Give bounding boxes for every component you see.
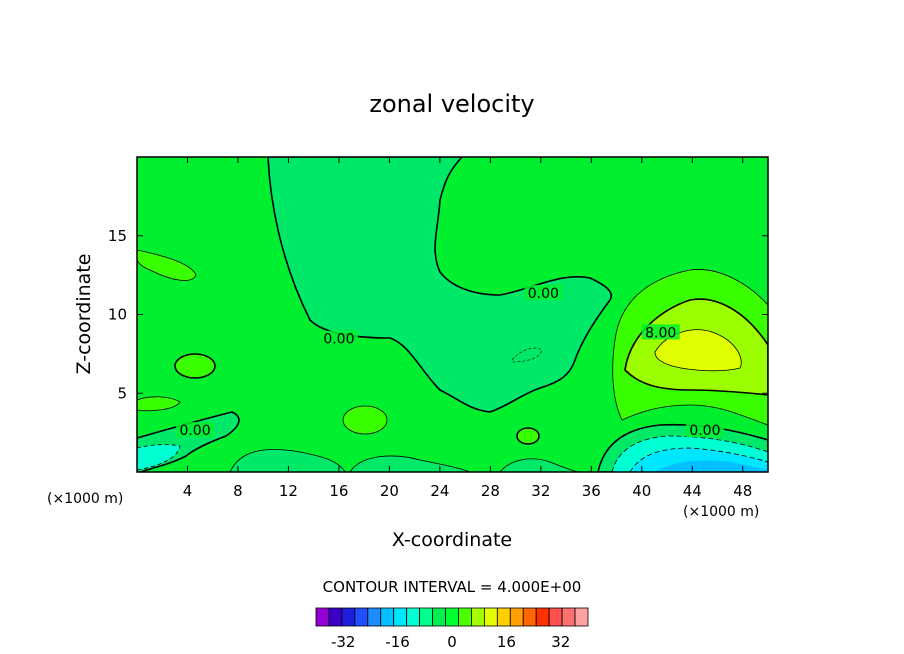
field-surface-east-4 bbox=[655, 460, 768, 472]
colorbar-tick-label: 16 bbox=[497, 633, 516, 651]
contour-label-bg bbox=[319, 330, 358, 346]
x-axis-title: X-coordinate bbox=[392, 529, 512, 551]
y-tick-label: 5 bbox=[117, 384, 127, 402]
x-tick-label: 4 bbox=[183, 482, 193, 500]
x-tick-label: 16 bbox=[329, 482, 348, 500]
colorbar-tick-label: -16 bbox=[385, 633, 410, 651]
contour-label-bg bbox=[641, 324, 680, 340]
contour-label: 0.00 bbox=[528, 286, 559, 302]
x-tick-label: 44 bbox=[683, 482, 702, 500]
colorbar-tick-labels: -32 -16 0 16 32 bbox=[331, 633, 570, 651]
colorbar-tick-label: -32 bbox=[331, 633, 356, 651]
colorbar-swatch bbox=[354, 607, 369, 627]
contour-interval-text: CONTOUR INTERVAL = 4.000E+00 bbox=[323, 578, 582, 596]
colorbar-swatch bbox=[445, 607, 459, 627]
colorbar-swatch bbox=[483, 607, 498, 627]
x-tick-label: 32 bbox=[531, 482, 550, 500]
colorbar-tick-label: 32 bbox=[551, 633, 570, 651]
x-axis-ticks: 4 8 12 16 20 24 28 32 36 40 44 48 bbox=[183, 157, 752, 500]
field-west-band bbox=[137, 249, 197, 281]
colorbar-swatch bbox=[380, 607, 395, 627]
y-axis-title: Z-coordinate bbox=[73, 254, 95, 375]
colorbar-tick-label: 0 bbox=[447, 633, 457, 651]
field-surface-west bbox=[137, 396, 181, 412]
field-surface-mid3 bbox=[499, 458, 579, 472]
chart-title: zonal velocity bbox=[369, 90, 534, 118]
field-surface-west-neg2 bbox=[137, 444, 181, 471]
field-pocket-w bbox=[174, 353, 216, 379]
colorbar-swatch bbox=[341, 607, 356, 627]
contour-labels: 0.00 0.00 0.00 8.00 0.00 bbox=[176, 285, 724, 439]
colorbar-swatch bbox=[393, 607, 408, 627]
colorbar-swatch bbox=[406, 607, 421, 627]
x-tick-label: 36 bbox=[582, 482, 601, 500]
field-east-jet-core bbox=[654, 329, 742, 372]
x-tick-label: 24 bbox=[430, 482, 449, 500]
colorbar-swatch bbox=[419, 607, 433, 627]
colorbar-swatch bbox=[432, 607, 446, 627]
contour-label: 8.00 bbox=[645, 325, 676, 341]
field-pocket-mid bbox=[511, 347, 543, 363]
field-pocket-c bbox=[342, 405, 388, 435]
colorbar-swatch bbox=[471, 607, 485, 627]
colorbar-swatch bbox=[509, 607, 524, 627]
colorbar-swatch bbox=[561, 607, 576, 627]
contour-field bbox=[137, 157, 768, 472]
x-unit-label: (×1000 m) bbox=[683, 504, 759, 520]
field-pocket-s bbox=[516, 427, 540, 445]
x-tick-label: 8 bbox=[233, 482, 243, 500]
contour-label-bg bbox=[685, 422, 724, 438]
contour-label: 0.00 bbox=[689, 423, 720, 439]
colorbar-swatch bbox=[328, 607, 343, 627]
colorbar-swatch bbox=[548, 607, 563, 627]
contour-label: 0.00 bbox=[323, 332, 354, 348]
x-tick-label: 12 bbox=[279, 482, 298, 500]
contour-label-bg bbox=[524, 285, 563, 301]
colorbar-swatch bbox=[315, 607, 330, 627]
y-tick-label: 10 bbox=[108, 306, 127, 324]
x-tick-label: 40 bbox=[632, 482, 651, 500]
colorbar-swatch bbox=[496, 607, 511, 627]
y-tick-label: 15 bbox=[108, 227, 127, 245]
x-tick-label: 20 bbox=[380, 482, 399, 500]
colorbar-swatch bbox=[367, 607, 382, 627]
contour-label: 0.00 bbox=[179, 423, 210, 439]
colorbar-swatch bbox=[574, 607, 589, 627]
x-tick-label: 48 bbox=[733, 482, 752, 500]
y-unit-label: (×1000 m) bbox=[47, 491, 123, 507]
colorbar bbox=[315, 607, 589, 627]
colorbar-swatch bbox=[522, 607, 537, 627]
colorbar-swatch bbox=[535, 607, 550, 627]
field-surface-mid bbox=[229, 449, 346, 472]
colorbar-swatch bbox=[458, 607, 472, 627]
contour-label-bg bbox=[176, 422, 215, 438]
x-tick-label: 28 bbox=[481, 482, 500, 500]
y-axis-ticks: 5 10 15 bbox=[108, 227, 768, 402]
